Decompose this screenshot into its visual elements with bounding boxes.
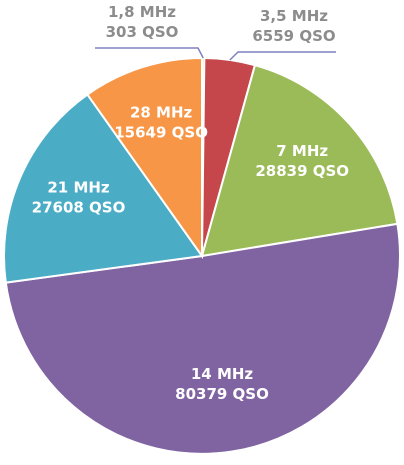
leader-line-3-5-mhz: [229, 51, 336, 61]
slice-band-label: 21 MHz: [47, 178, 110, 196]
slices-layer: [3, 56, 401, 455]
labels-layer: 1,8 MHz 303 QSO 3,5 MHz 6559 QSO 7 MHz 28839 …: [32, 3, 349, 403]
slice-band-label: 7 MHz: [276, 142, 328, 160]
pie-slice-28-mhz: [86, 56, 203, 260]
slice-value-label: 27608 QSO: [32, 198, 126, 216]
slice-band-label: 3,5 MHz: [260, 7, 328, 25]
slice-value-label: 6559 QSO: [252, 27, 335, 45]
slice-value-label: 303 QSO: [106, 23, 179, 41]
leader-line-1-8-mhz: [95, 47, 204, 59]
slice-value-label: 15649 QSO: [114, 124, 208, 142]
pie-slice-21-mhz: [3, 93, 204, 284]
pie-slice-7-mhz: [200, 63, 399, 258]
pie-slice-14-mhz: [4, 222, 401, 455]
leader-lines-layer: [95, 47, 336, 61]
slice-band-label: 14 MHz: [191, 365, 254, 383]
slice-value-label: 28839 QSO: [255, 162, 349, 180]
slice-band-label: 1,8 MHz: [108, 3, 176, 21]
slice-value-label: 80379 QSO: [175, 385, 269, 403]
slice-band-label: 28 MHz: [130, 104, 193, 122]
